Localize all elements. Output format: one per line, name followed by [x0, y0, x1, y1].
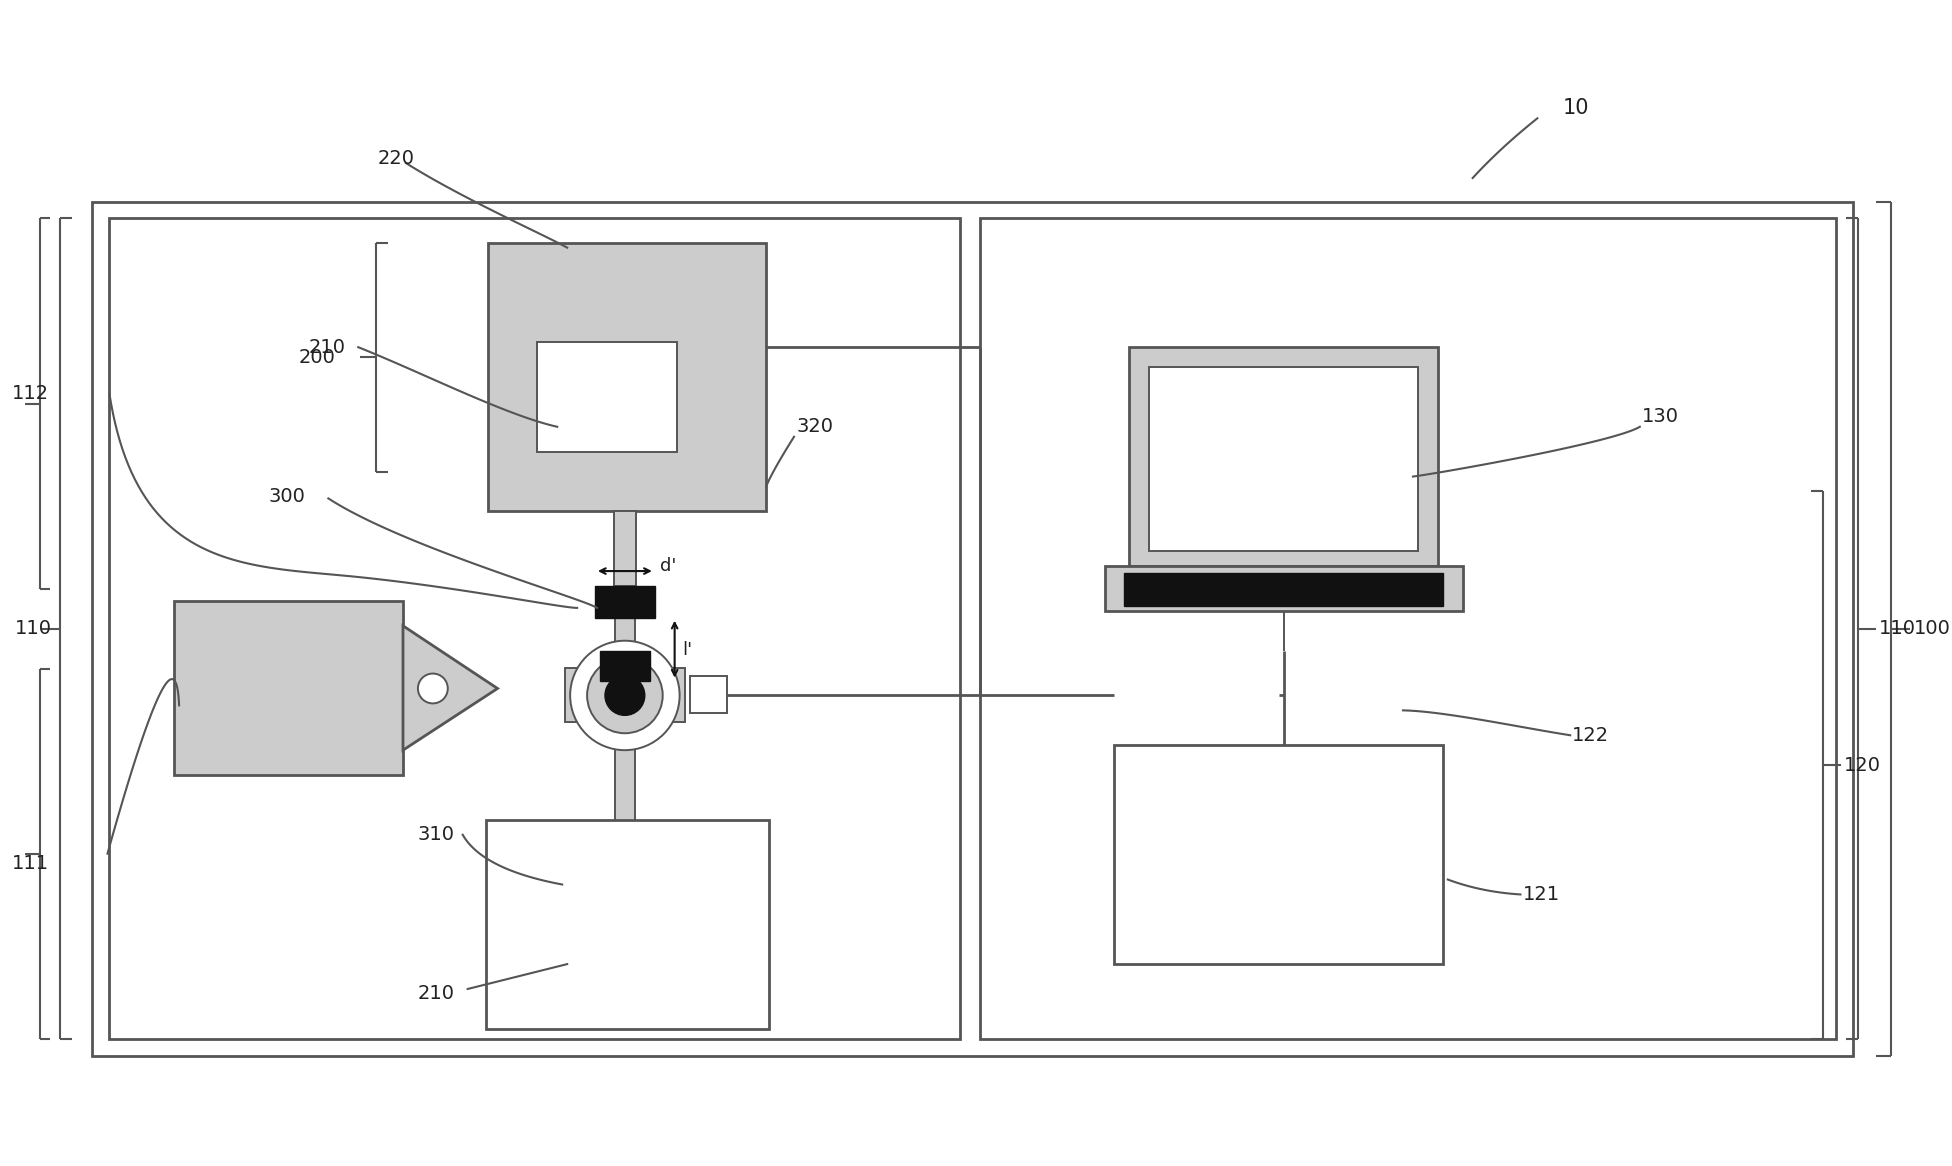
Bar [595, 586, 654, 618]
Bar [1124, 573, 1443, 606]
Circle shape [570, 640, 679, 750]
Bar [689, 675, 728, 714]
Text: 200: 200 [299, 347, 336, 366]
Text: 121: 121 [1523, 885, 1560, 904]
Bar [566, 668, 685, 722]
Bar [486, 820, 769, 1028]
Text: l': l' [683, 640, 693, 659]
Bar [1105, 566, 1462, 611]
Polygon shape [402, 626, 498, 750]
Bar [109, 218, 960, 1039]
Text: 220: 220 [379, 148, 416, 168]
Bar [1130, 347, 1439, 566]
Bar [980, 218, 1837, 1039]
Text: 100: 100 [1913, 619, 1950, 638]
Circle shape [605, 675, 644, 716]
Text: 10: 10 [1562, 98, 1589, 119]
Bar [615, 618, 634, 675]
Bar [599, 651, 650, 681]
Bar [1150, 367, 1417, 552]
Text: 310: 310 [418, 826, 455, 844]
Text: 130: 130 [1642, 407, 1679, 427]
Text: 210: 210 [308, 338, 346, 357]
Text: d': d' [660, 557, 675, 575]
Text: 210: 210 [418, 984, 455, 1004]
Bar [92, 202, 1852, 1055]
Bar [537, 342, 677, 451]
Text: 111: 111 [12, 855, 49, 873]
Text: 110: 110 [16, 619, 53, 638]
Text: 300: 300 [269, 487, 306, 506]
Bar [615, 722, 634, 885]
Bar [615, 512, 636, 586]
Circle shape [588, 658, 662, 733]
Bar [1115, 745, 1443, 964]
Text: 110: 110 [1878, 619, 1915, 638]
Bar [174, 600, 402, 775]
Text: 320: 320 [796, 417, 834, 436]
Text: 112: 112 [12, 385, 49, 403]
Text: 120: 120 [1845, 756, 1882, 774]
Bar [488, 243, 767, 512]
Circle shape [418, 674, 447, 703]
Text: 122: 122 [1571, 725, 1608, 745]
